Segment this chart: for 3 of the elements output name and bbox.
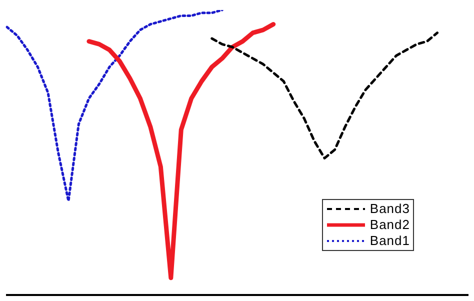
- legend-label: Band3: [370, 201, 410, 217]
- legend-label: Band1: [370, 233, 410, 249]
- legend-label: Band2: [370, 217, 410, 233]
